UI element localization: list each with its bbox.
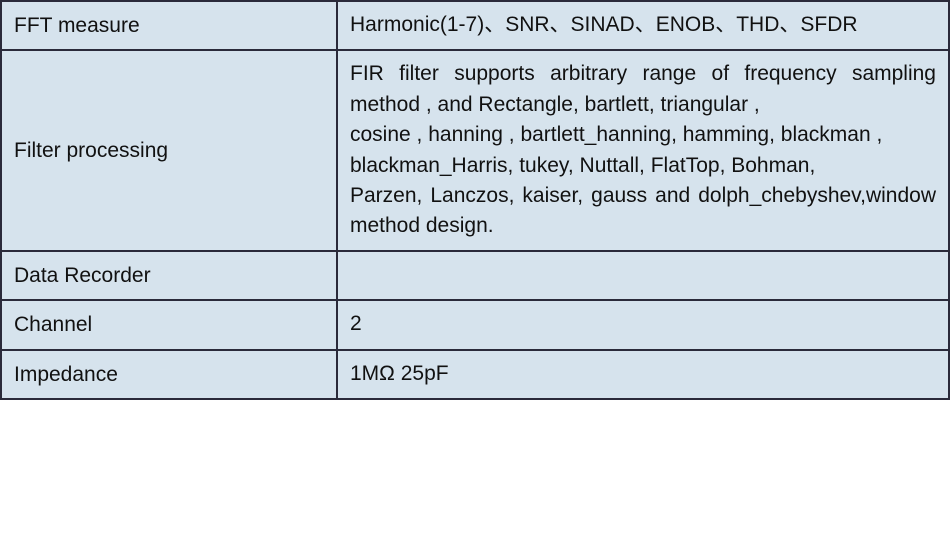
value-text: 2 [350, 309, 936, 339]
value-text: FIR filter supports arbitrary range of f… [350, 59, 936, 242]
row-label: Impedance [2, 351, 338, 398]
table-row: Filter processing FIR filter supports ar… [2, 49, 948, 250]
label-text: Channel [14, 311, 92, 338]
row-value: 2 [338, 301, 948, 348]
label-text: FFT measure [14, 12, 140, 39]
row-label: Filter processing [2, 51, 338, 250]
table-row: Channel 2 [2, 299, 948, 348]
label-text: Impedance [14, 361, 118, 388]
spec-table: FFT measure Harmonic(1-7)、SNR、SINAD、ENOB… [0, 0, 950, 400]
label-text: Filter processing [14, 137, 168, 164]
table-row: Impedance 1MΩ 25pF [2, 349, 948, 400]
row-value: Harmonic(1-7)、SNR、SINAD、ENOB、THD、SFDR [338, 2, 948, 49]
row-label: FFT measure [2, 2, 338, 49]
row-value [338, 252, 948, 299]
value-text: 1MΩ 25pF [350, 359, 936, 389]
row-label: Data Recorder [2, 252, 338, 299]
value-text: Harmonic(1-7)、SNR、SINAD、ENOB、THD、SFDR [350, 10, 936, 40]
label-text: Data Recorder [14, 262, 151, 289]
row-value: 1MΩ 25pF [338, 351, 948, 398]
table-row: FFT measure Harmonic(1-7)、SNR、SINAD、ENOB… [2, 0, 948, 49]
table-row: Data Recorder [2, 250, 948, 299]
row-value: FIR filter supports arbitrary range of f… [338, 51, 948, 250]
row-label: Channel [2, 301, 338, 348]
